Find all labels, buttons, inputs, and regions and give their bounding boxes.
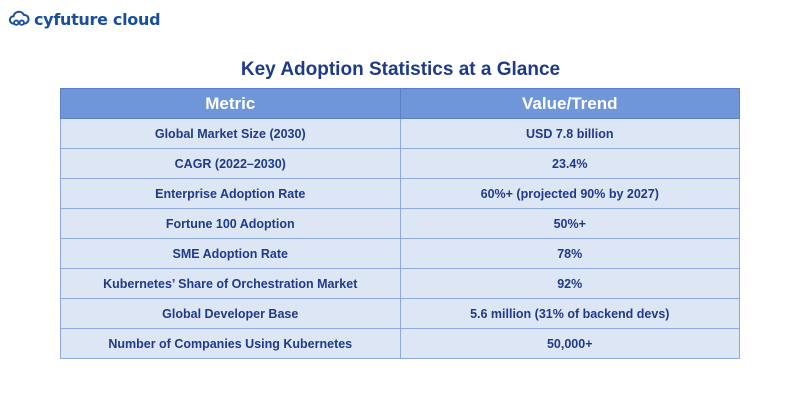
table-row: Fortune 100 Adoption 50%+ (60, 208, 740, 239)
value-cell: 23.4% (399, 148, 740, 179)
value-cell: 60%+ (projected 90% by 2027) (399, 178, 740, 209)
metric-cell: Number of Companies Using Kubernetes (60, 328, 401, 359)
page-title: Key Adoption Statistics at a Glance (240, 59, 561, 80)
value-cell: 92% (399, 268, 740, 299)
table-row: Global Market Size (2030) USD 7.8 billio… (60, 118, 740, 149)
metric-cell: CAGR (2022–2030) (60, 148, 401, 179)
metric-cell: Global Developer Base (60, 298, 401, 329)
table-row: Kubernetes’ Share of Orchestration Marke… (60, 268, 740, 299)
cloud-link-icon (8, 10, 30, 26)
table-row: Number of Companies Using Kubernetes 50,… (60, 328, 740, 359)
brand-name: cyfuture cloud (34, 9, 161, 29)
value-cell: 50%+ (399, 208, 740, 239)
value-cell: 5.6 million (31% of backend devs) (399, 298, 740, 329)
value-cell: 50,000+ (399, 328, 740, 359)
table-row: SME Adoption Rate 78% (60, 238, 740, 269)
table-row: CAGR (2022–2030) 23.4% (60, 148, 740, 179)
table-header-row: Metric Value/Trend (60, 88, 740, 119)
metric-cell: Kubernetes’ Share of Orchestration Marke… (60, 268, 401, 299)
metric-cell: Global Market Size (2030) (60, 118, 401, 149)
value-cell: 78% (399, 238, 740, 269)
value-cell: USD 7.8 billion (399, 118, 740, 149)
table-row: Enterprise Adoption Rate 60%+ (projected… (60, 178, 740, 209)
brand-logo: cyfuture cloud (8, 8, 161, 30)
column-header-value: Value/Trend (399, 88, 740, 119)
column-header-metric: Metric (60, 88, 401, 119)
table-row: Global Developer Base 5.6 million (31% o… (60, 298, 740, 329)
metric-cell: Fortune 100 Adoption (60, 208, 401, 239)
metric-cell: SME Adoption Rate (60, 238, 401, 269)
adoption-stats-table: Metric Value/Trend Global Market Size (2… (60, 88, 740, 359)
metric-cell: Enterprise Adoption Rate (60, 178, 401, 209)
